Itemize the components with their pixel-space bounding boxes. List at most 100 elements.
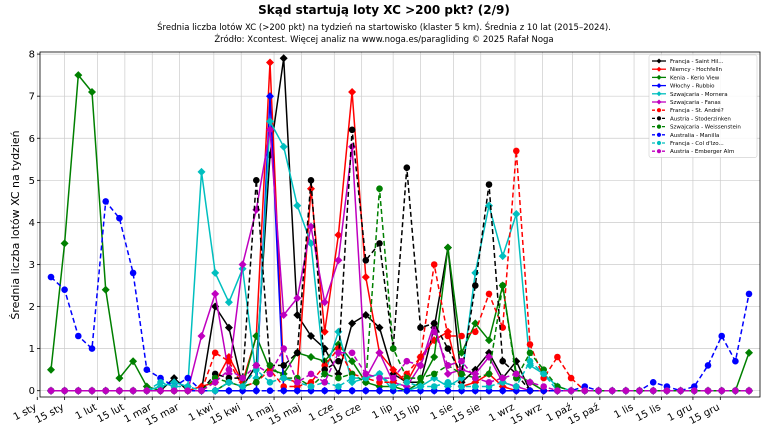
data-point bbox=[348, 142, 357, 151]
legend-label: Włochy - Rubbio bbox=[670, 84, 715, 90]
legend-item: Szwajcaria - Weissenstein bbox=[652, 124, 741, 131]
data-point bbox=[417, 324, 424, 331]
data-point bbox=[745, 348, 753, 357]
data-point bbox=[376, 374, 383, 382]
data-point bbox=[334, 231, 343, 239]
data-point bbox=[252, 379, 260, 386]
data-point bbox=[417, 383, 424, 390]
data-point bbox=[444, 379, 452, 386]
data-point bbox=[335, 349, 342, 357]
data-point bbox=[745, 290, 753, 298]
data-point bbox=[499, 282, 507, 289]
legend-marker bbox=[656, 74, 662, 80]
data-point bbox=[74, 71, 83, 80]
data-point bbox=[307, 370, 315, 378]
data-point bbox=[61, 286, 68, 294]
data-point bbox=[718, 387, 725, 395]
data-point bbox=[430, 328, 438, 336]
series-line bbox=[51, 150, 749, 392]
data-point bbox=[526, 387, 534, 395]
legend-marker bbox=[656, 124, 662, 129]
legend-item: Francja - Col d'Izo... bbox=[652, 140, 724, 147]
data-point bbox=[307, 353, 315, 361]
data-point bbox=[458, 357, 465, 365]
data-point bbox=[499, 324, 507, 331]
grid bbox=[36, 52, 760, 397]
data-point bbox=[444, 362, 452, 369]
data-point bbox=[225, 366, 233, 374]
data-point bbox=[595, 387, 602, 395]
data-point bbox=[389, 365, 398, 374]
data-point bbox=[704, 362, 712, 369]
legend-marker bbox=[656, 108, 662, 113]
data-point bbox=[88, 88, 96, 96]
y-tick-label: 3 bbox=[29, 260, 35, 271]
data-point bbox=[499, 357, 507, 365]
data-point bbox=[239, 374, 246, 382]
series bbox=[47, 125, 753, 395]
legend-item: Szwajcaria - Fanas bbox=[652, 99, 721, 106]
x-tick-label: 15 maj bbox=[267, 402, 303, 428]
data-point bbox=[143, 387, 151, 395]
data-point bbox=[102, 198, 109, 205]
data-point bbox=[61, 387, 68, 395]
data-point bbox=[485, 181, 493, 188]
legend-label: Austria - Stoderzinken bbox=[670, 116, 731, 122]
data-point bbox=[266, 117, 274, 126]
data-point bbox=[225, 387, 233, 395]
series-line bbox=[51, 331, 749, 392]
legend-marker bbox=[656, 83, 662, 89]
data-point bbox=[102, 387, 109, 395]
data-point bbox=[457, 348, 466, 357]
y-tick-label: 7 bbox=[29, 92, 35, 103]
data-point bbox=[403, 164, 411, 171]
data-point bbox=[649, 379, 657, 386]
x-tick-label: 1 lis bbox=[612, 402, 635, 421]
data-point bbox=[252, 387, 260, 395]
data-point bbox=[376, 240, 383, 247]
data-point bbox=[375, 348, 384, 357]
y-tick-label: 8 bbox=[29, 50, 35, 61]
y-tick-label: 0 bbox=[29, 386, 35, 397]
legend-item: Szwajcaria - Mornera bbox=[652, 91, 728, 98]
data-point bbox=[540, 370, 547, 378]
data-point bbox=[225, 379, 233, 386]
data-point bbox=[184, 374, 192, 382]
data-point bbox=[279, 311, 288, 319]
series bbox=[47, 185, 753, 395]
data-point bbox=[430, 261, 438, 268]
series-line bbox=[51, 129, 749, 392]
x-tick-label: 1 lut bbox=[74, 402, 99, 422]
series-line bbox=[51, 61, 749, 392]
data-point bbox=[266, 92, 274, 101]
data-point bbox=[430, 320, 438, 327]
legend-marker bbox=[656, 58, 662, 64]
data-point bbox=[348, 374, 356, 382]
x-tick-label: 15 lis bbox=[634, 402, 663, 424]
data-point bbox=[293, 311, 302, 319]
series bbox=[47, 198, 753, 395]
data-point bbox=[197, 167, 206, 176]
data-point bbox=[335, 383, 342, 390]
legend-label: Francja - Saint Hil... bbox=[670, 59, 724, 65]
data-point bbox=[526, 349, 534, 357]
data-point bbox=[348, 387, 356, 395]
data-point bbox=[348, 126, 356, 134]
legend-item: Francja - St. André? bbox=[652, 107, 724, 114]
series-line bbox=[50, 74, 750, 392]
data-point bbox=[266, 370, 274, 378]
data-point bbox=[485, 336, 493, 345]
data-point bbox=[636, 387, 643, 395]
data-point bbox=[321, 387, 329, 395]
data-point bbox=[403, 387, 411, 395]
data-point bbox=[389, 383, 397, 390]
data-point bbox=[443, 369, 452, 378]
data-point bbox=[443, 243, 452, 252]
data-point bbox=[116, 214, 123, 222]
data-point bbox=[334, 256, 343, 265]
legend-box bbox=[648, 54, 758, 158]
data-point bbox=[335, 374, 342, 382]
data-point bbox=[389, 345, 397, 352]
data-point bbox=[211, 379, 219, 386]
